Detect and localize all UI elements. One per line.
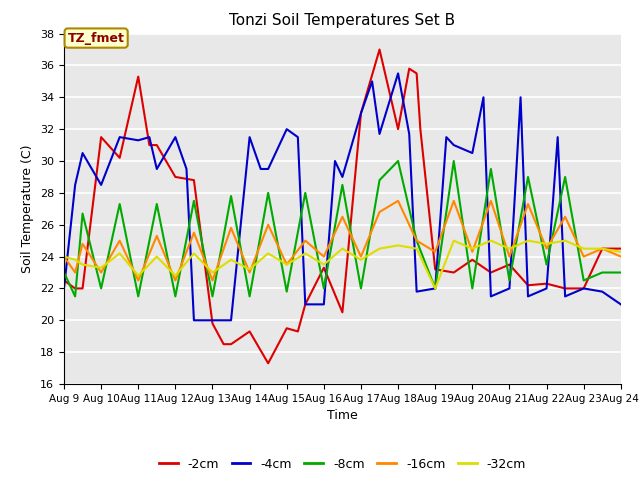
Y-axis label: Soil Temperature (C): Soil Temperature (C)	[22, 144, 35, 273]
Title: Tonzi Soil Temperatures Set B: Tonzi Soil Temperatures Set B	[229, 13, 456, 28]
Text: TZ_fmet: TZ_fmet	[68, 32, 125, 45]
X-axis label: Time: Time	[327, 409, 358, 422]
Legend: -2cm, -4cm, -8cm, -16cm, -32cm: -2cm, -4cm, -8cm, -16cm, -32cm	[154, 453, 531, 476]
